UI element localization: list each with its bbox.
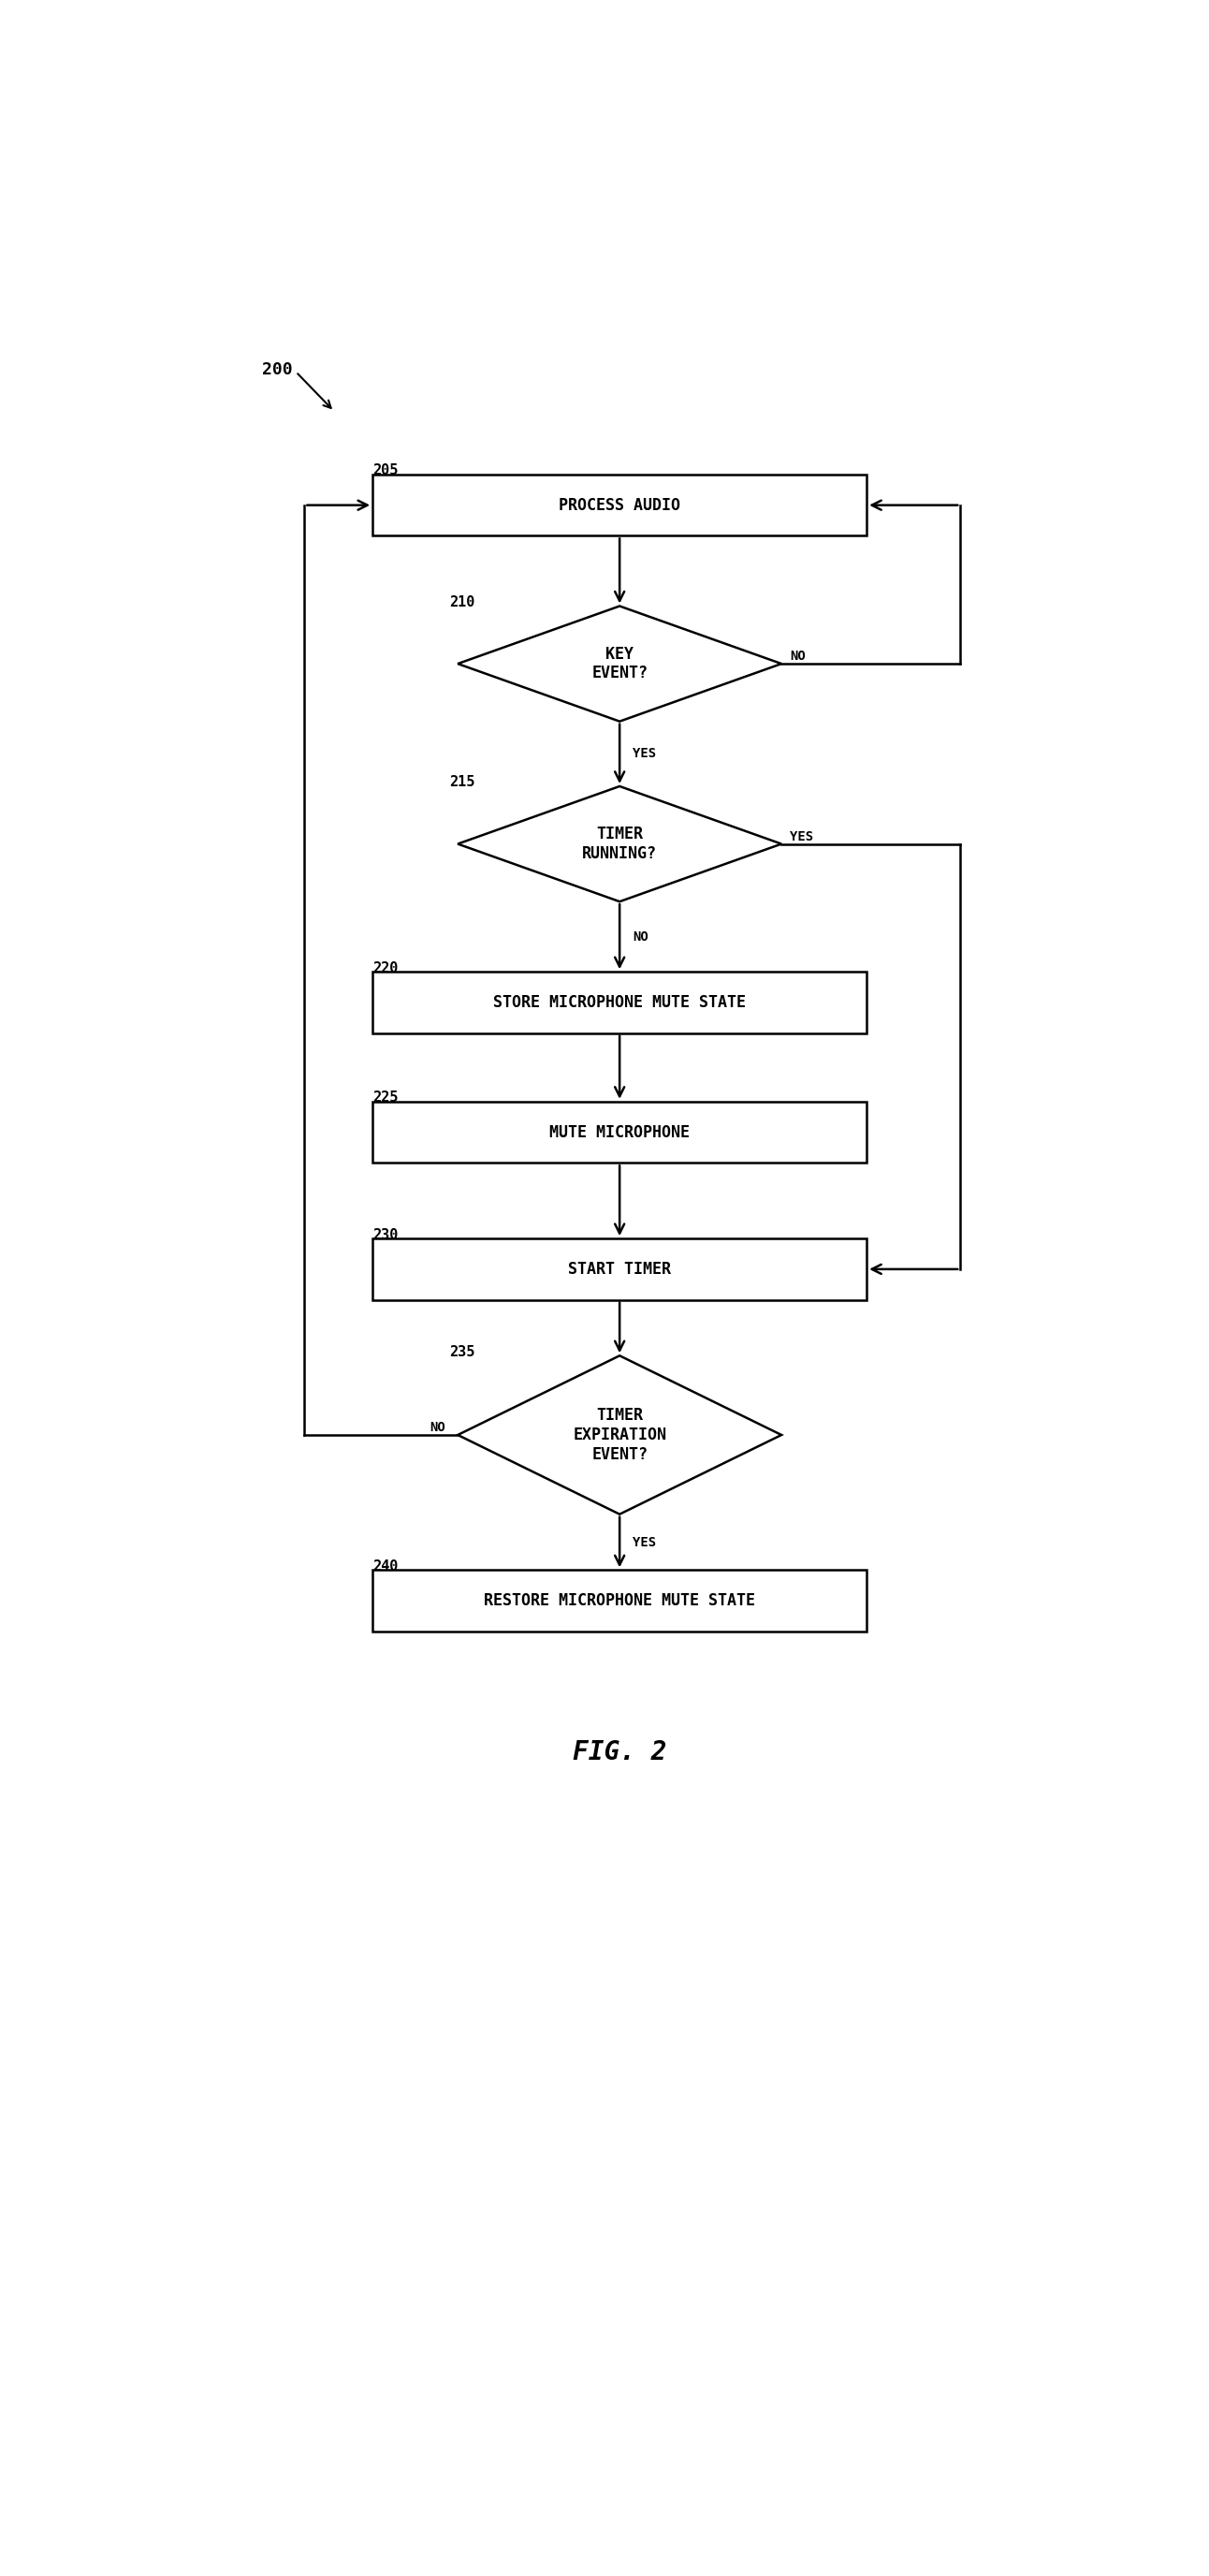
Text: 235: 235	[450, 1345, 475, 1360]
Text: NO: NO	[632, 930, 648, 943]
Bar	[372, 474, 867, 536]
Text: 220: 220	[372, 961, 398, 976]
Text: 205: 205	[372, 464, 398, 477]
Text: NO: NO	[429, 1422, 445, 1435]
Text: 230: 230	[372, 1229, 398, 1242]
Text: YES: YES	[789, 829, 814, 842]
Text: YES: YES	[632, 747, 656, 760]
Text: FIG. 2: FIG. 2	[573, 1739, 666, 1765]
Text: 225: 225	[372, 1090, 398, 1105]
Text: 240: 240	[372, 1558, 398, 1574]
Bar	[372, 1103, 867, 1162]
Text: MUTE MICROPHONE: MUTE MICROPHONE	[549, 1123, 690, 1141]
Polygon shape	[458, 1355, 781, 1515]
Text: TIMER
EXPIRATION
EVENT?: TIMER EXPIRATION EVENT?	[573, 1406, 666, 1463]
Text: TIMER
RUNNING?: TIMER RUNNING?	[583, 827, 656, 863]
Text: RESTORE MICROPHONE MUTE STATE: RESTORE MICROPHONE MUTE STATE	[484, 1592, 756, 1610]
Bar	[372, 971, 867, 1033]
Text: NO: NO	[789, 649, 805, 662]
Text: START TIMER: START TIMER	[568, 1260, 671, 1278]
Text: STORE MICROPHONE MUTE STATE: STORE MICROPHONE MUTE STATE	[493, 994, 746, 1010]
Bar	[372, 1571, 867, 1631]
Text: PROCESS AUDIO: PROCESS AUDIO	[559, 497, 681, 513]
Text: 210: 210	[450, 595, 475, 611]
Text: YES: YES	[632, 1535, 656, 1548]
Polygon shape	[458, 605, 781, 721]
Bar	[372, 1239, 867, 1301]
Polygon shape	[458, 786, 781, 902]
Text: 200: 200	[262, 361, 293, 379]
Text: 215: 215	[450, 775, 475, 788]
Text: KEY
EVENT?: KEY EVENT?	[591, 647, 648, 683]
